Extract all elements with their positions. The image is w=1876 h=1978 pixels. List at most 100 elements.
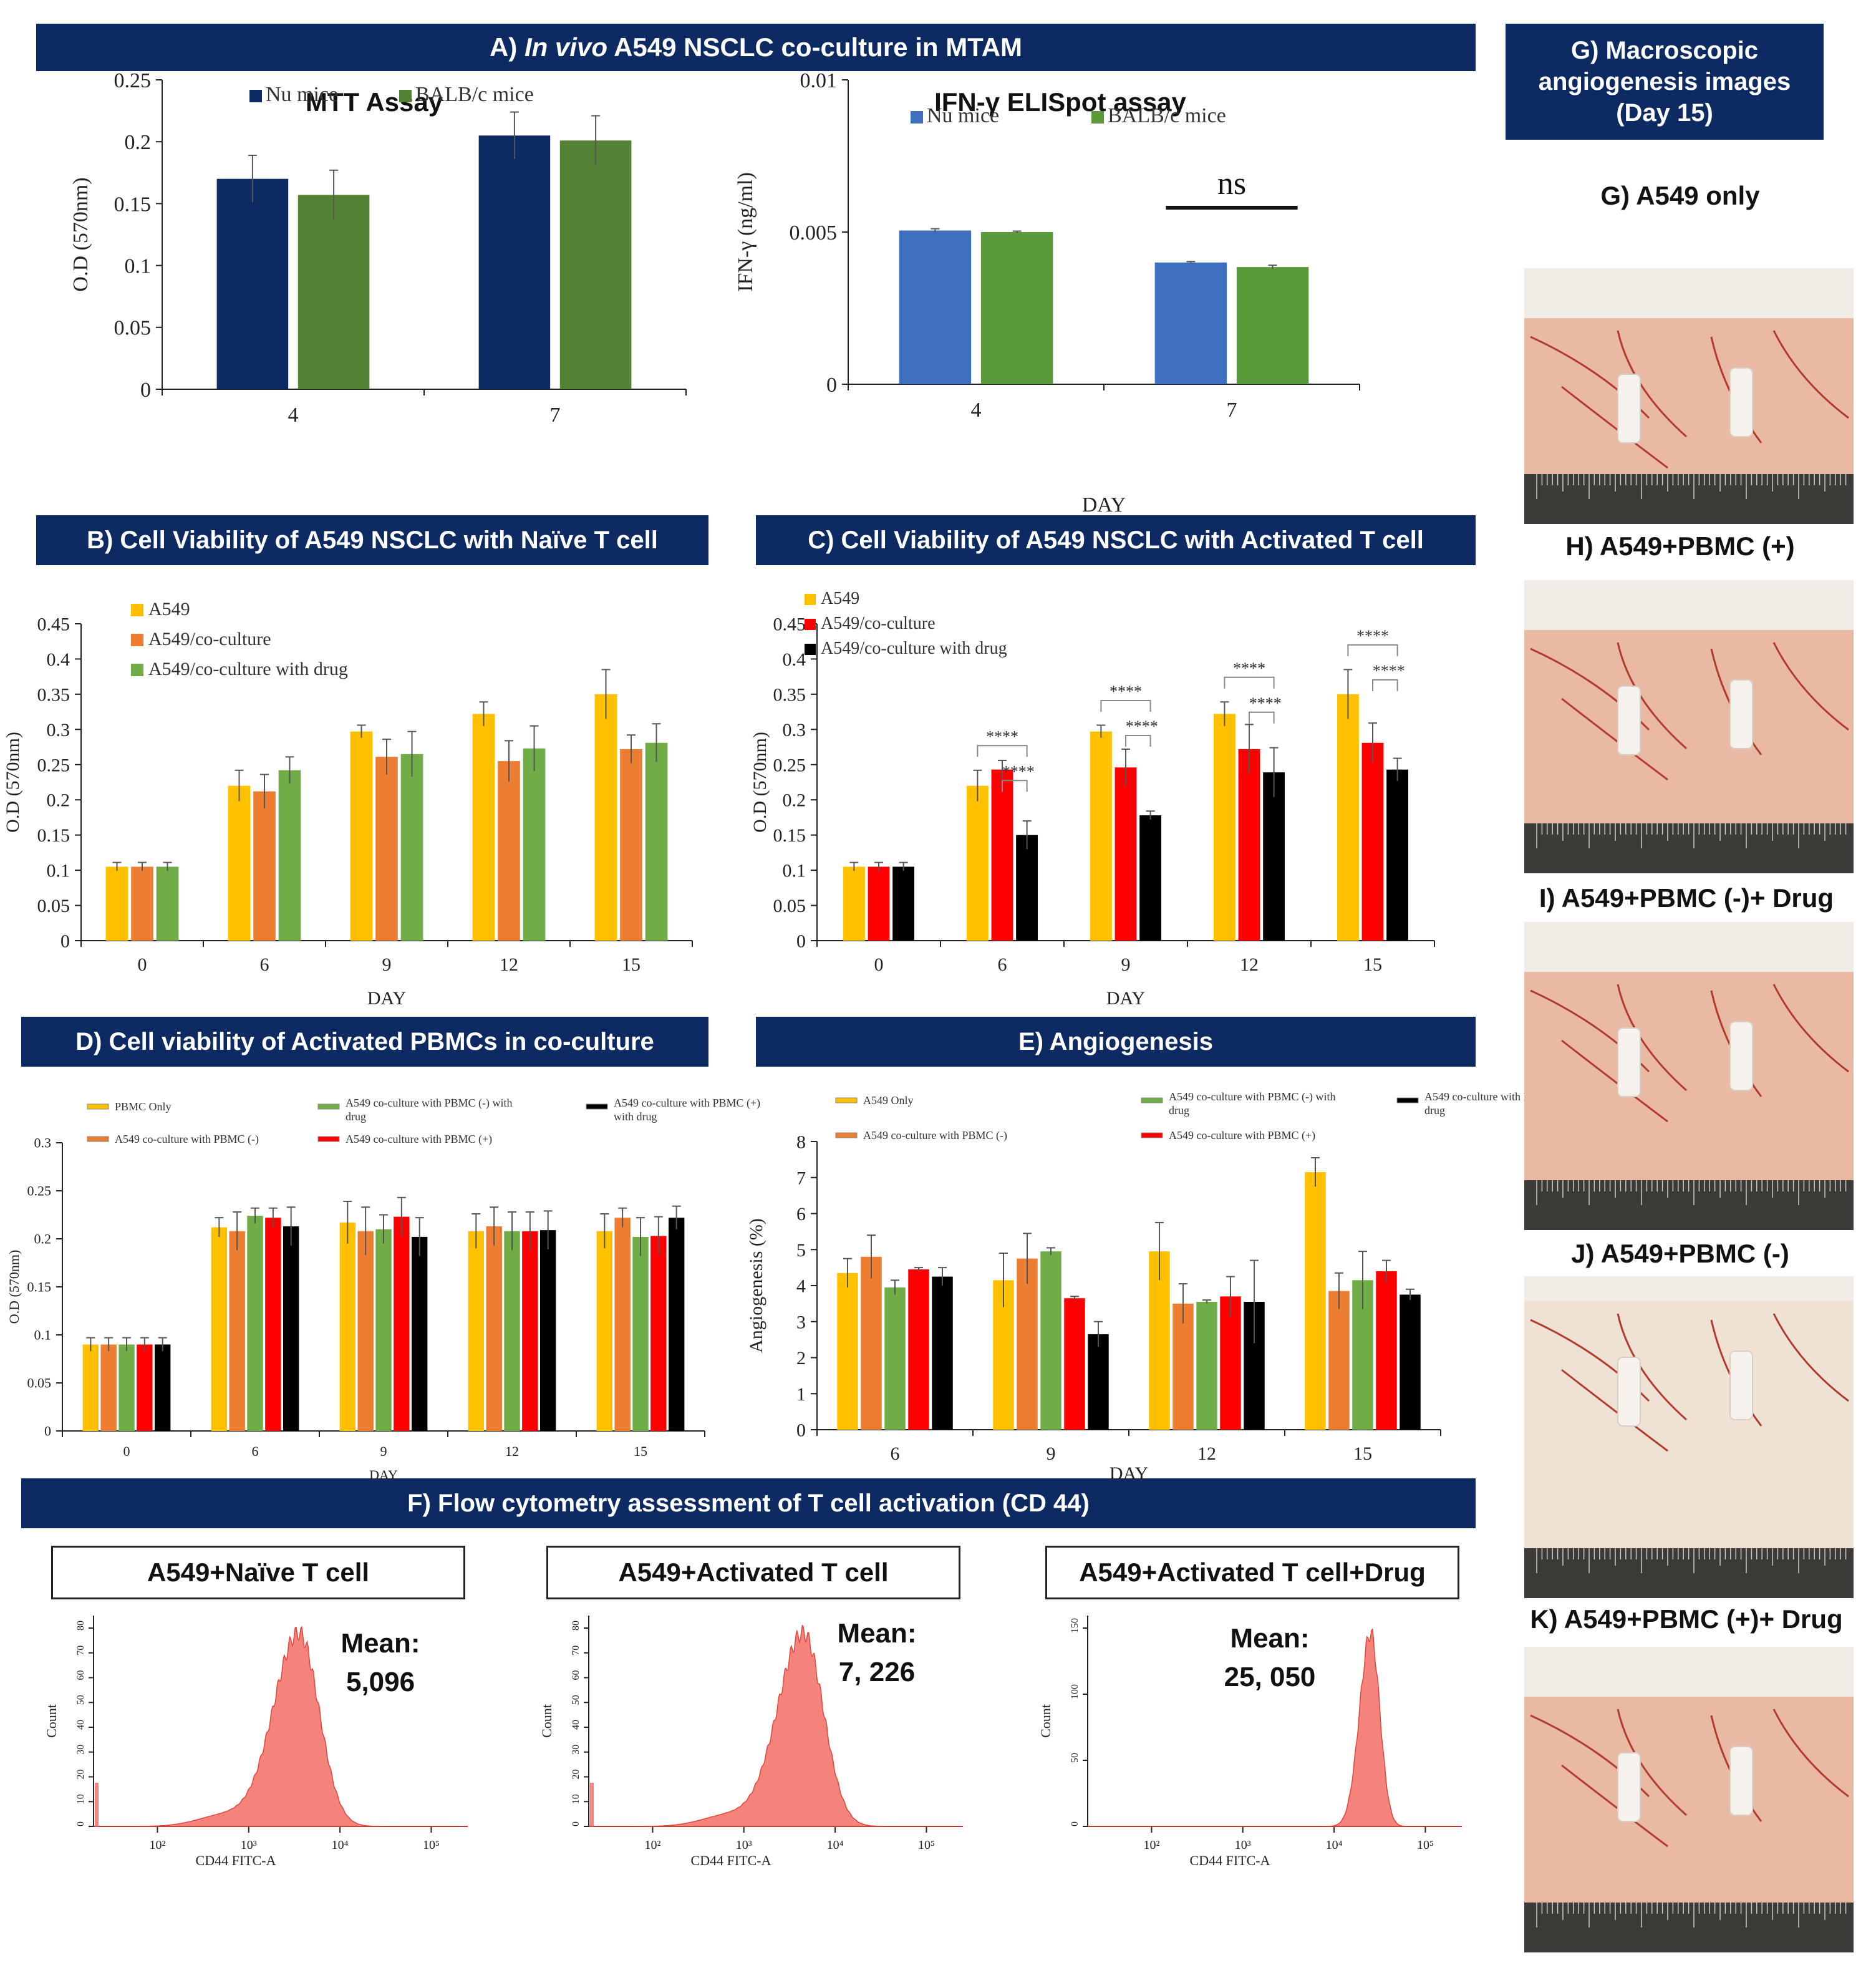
header-g-line3: (Day 15) [1616, 99, 1713, 127]
x-tick-label: 9 [1047, 1443, 1056, 1464]
y-axis-label: O.D (570nm) [6, 1250, 22, 1324]
vessel [1617, 642, 1687, 750]
tissue [1524, 318, 1854, 474]
legend-label: A549 co-culture with PBMC (-) with [346, 1097, 512, 1110]
sig-bracket-short [1002, 780, 1028, 792]
header-e: E) Angiogenesis [756, 1017, 1476, 1067]
y-tick-label: 8 [796, 1132, 806, 1153]
y-tick-label: 0.25 [27, 1183, 52, 1199]
y-axis-label: Angiogenesis (%) [746, 1218, 766, 1353]
implant-left [1617, 1752, 1641, 1822]
ns-label: ns [1217, 166, 1246, 201]
x-axis-label: DAY [1106, 988, 1145, 1009]
bar-12-0 [1149, 1251, 1170, 1430]
y-tick-label: 0.05 [773, 896, 806, 916]
sig-bracket-short [1249, 711, 1275, 724]
sig-bracket-short [1125, 735, 1151, 747]
bar-4-0 [899, 230, 972, 384]
legend-label: A549 co-culture with PBMC (+) [346, 1133, 492, 1146]
bar-7-1 [1236, 267, 1309, 384]
bar-4-0 [216, 178, 289, 389]
legend-swatch [835, 1097, 858, 1103]
bar-9-1 [1017, 1258, 1038, 1430]
bar-6-4 [932, 1276, 953, 1430]
flow-edge-bin [95, 1783, 99, 1826]
bar-15-3 [650, 1236, 667, 1431]
implant-left [1617, 1357, 1641, 1427]
bar-9-0 [339, 1222, 356, 1431]
y-tick-label: 0.2 [783, 790, 806, 811]
legend-label: A549 co-culture with PBMC (+) [1169, 1129, 1315, 1142]
bar-6-4 [283, 1226, 299, 1431]
flow-mean-value-3: 25, 050 [1224, 1661, 1316, 1692]
y-tick-label: 0.1 [125, 255, 152, 278]
flow-y-tick-label: 50 [75, 1695, 86, 1705]
y-tick-label: 0.4 [783, 649, 806, 670]
y-tick-label: 0.05 [27, 1375, 52, 1391]
flow-title-3: A549+Activated T cell+Drug [1045, 1546, 1459, 1599]
implant-right [1729, 1350, 1753, 1420]
bar-6-2 [1016, 835, 1038, 941]
tissue [1524, 630, 1854, 823]
x-axis-label: DAY [1110, 1463, 1148, 1484]
header-d: D) Cell viability of Activated PBMCs in … [21, 1017, 708, 1067]
bar-0-2 [118, 1344, 135, 1431]
bar-0-0 [82, 1344, 99, 1431]
flow-mean-1: Mean: 5,096 [324, 1624, 437, 1701]
legend-swatch [805, 594, 816, 605]
legend-label: A549 Only [863, 1094, 914, 1107]
photo-h-image [1524, 580, 1854, 873]
implant-left [1617, 374, 1641, 444]
legend-label: A549 [821, 589, 859, 608]
bar-6-2 [884, 1287, 906, 1430]
flow-y-tick-label: 60 [75, 1670, 86, 1680]
bar-9-1 [375, 757, 398, 941]
flow-y-tick-label: 0 [1070, 1821, 1080, 1826]
y-tick-label: 0.15 [773, 825, 806, 846]
flow-mean-label-1: Mean: [341, 1628, 420, 1659]
tissue [1524, 1301, 1854, 1548]
bar-9-0 [350, 731, 373, 941]
legend-label-cont: drug [1169, 1104, 1189, 1117]
flow-x-label: CD44 FITC-A [691, 1853, 771, 1868]
flow-y-tick-label: 80 [75, 1621, 86, 1631]
photo-label-i: I) A549+PBMC (-)+ Drug [1539, 883, 1834, 913]
flow-y-tick-label: 70 [75, 1646, 86, 1656]
legend-swatch [131, 604, 143, 616]
y-tick-label: 0.25 [37, 755, 70, 775]
sig-label-short: **** [1126, 717, 1158, 735]
bar-15-1 [1361, 742, 1384, 941]
sig-label-long: **** [1356, 627, 1389, 645]
bar-4-1 [297, 195, 370, 389]
sig-label-short: **** [1249, 694, 1282, 712]
x-axis-label: DAY [367, 988, 406, 1009]
legend-swatch [87, 1136, 109, 1142]
bar-0-1 [868, 866, 890, 941]
flow-y-label: Count [539, 1704, 554, 1738]
y-tick-label: 0 [140, 379, 151, 402]
x-tick-label: 9 [382, 954, 392, 975]
flow-mean-label-3: Mean: [1230, 1623, 1310, 1654]
photo-i-image [1524, 922, 1854, 1230]
y-tick-label: 0.15 [114, 193, 152, 216]
flow-hist-3: 0 50 100 150 Count 10² 10³ 10⁴ 10⁵ CD44 FITC-A [1038, 1616, 1462, 1868]
chart-b: 0 0.05 0.1 0.15 0.2 0.25 0.3 0.35 0.4 0.45 O.D (57… [2, 599, 693, 1009]
vessel [1617, 330, 1687, 438]
y-axis-label: O.D (570nm) [2, 732, 23, 833]
flow-histogram [1088, 1628, 1462, 1827]
flow-y-tick-label: 30 [75, 1745, 86, 1755]
bar-12-0 [1213, 714, 1235, 941]
flow-y-tick-label: 10 [75, 1794, 86, 1804]
bar-12-4 [539, 1230, 556, 1431]
chart-d: 0 0.05 0.1 0.15 0.2 0.25 0.3 O.D (570nm) 0 6 9 12 15… [6, 1097, 760, 1483]
flow-histogram [589, 1624, 963, 1827]
chart-ifn: 0 0.005 0.01 IFN-γ (ng/ml) 4 7 DAY Nu mice BALB/… [734, 69, 1360, 516]
photo-g [1524, 268, 1854, 524]
x-tick-label: 15 [1363, 954, 1382, 975]
bar-12-3 [522, 1231, 538, 1431]
flow-x-tick-label: 10⁴ [1326, 1838, 1343, 1852]
flow-y-label: Count [1038, 1704, 1053, 1738]
flow-y-tick-label: 70 [571, 1646, 581, 1656]
y-tick-label: 0.3 [34, 1135, 52, 1151]
bar-12-2 [504, 1231, 520, 1431]
